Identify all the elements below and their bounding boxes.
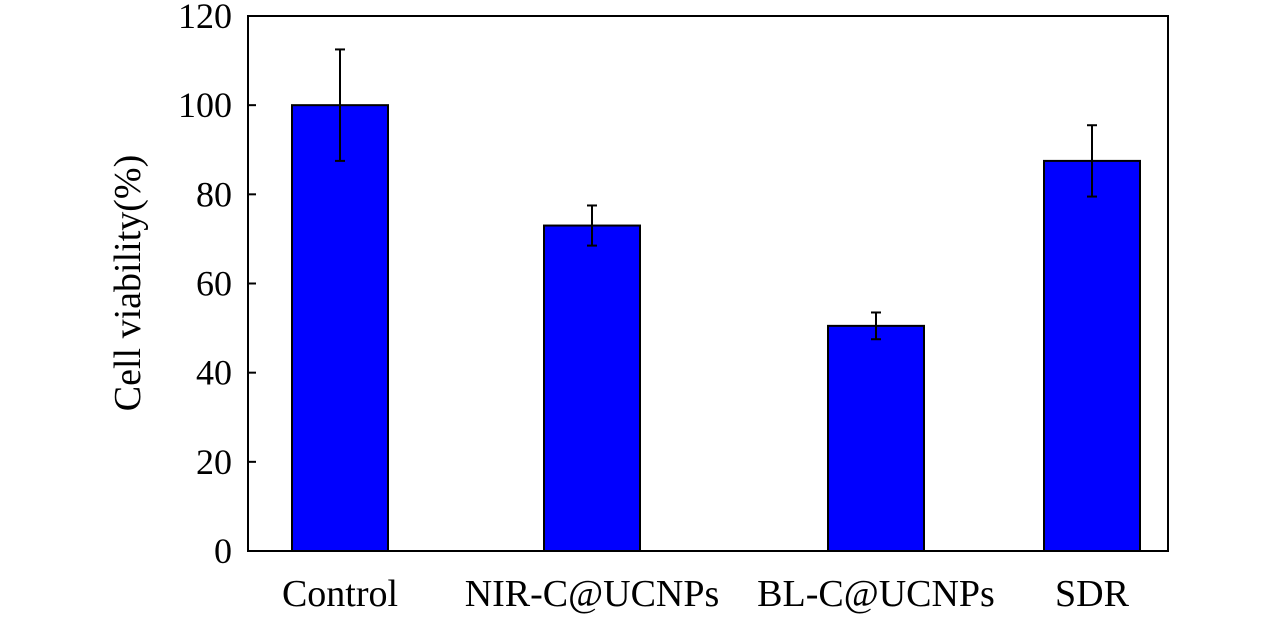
- bar-1: [543, 224, 641, 553]
- error-bar-1: [587, 204, 597, 247]
- bar-3: [1043, 159, 1141, 552]
- y-axis-title: Cell viability(%): [107, 155, 149, 411]
- bar-2: [827, 324, 925, 552]
- x-category-label-3: SDR: [1055, 573, 1130, 615]
- bar-0: [291, 104, 389, 553]
- x-axis-categories: Control NIR-C@UCNPs BL-C@UCNPs SDR: [282, 573, 1130, 615]
- y-tick-label-4: 80: [196, 174, 232, 214]
- x-category-label-0: Control: [282, 573, 398, 615]
- x-category-label-1: NIR-C@UCNPs: [465, 573, 720, 615]
- y-tick-label-2: 40: [196, 353, 232, 393]
- error-bars-layer: [335, 48, 1097, 341]
- bars-layer: [291, 104, 1141, 553]
- x-category-label-2: BL-C@UCNPs: [757, 573, 995, 615]
- error-bar-0: [335, 48, 345, 162]
- y-tick-label-6: 120: [178, 0, 232, 36]
- y-axis-ticks: 0 20 40 60 80 100 120: [178, 0, 256, 571]
- y-tick-label-1: 20: [196, 442, 232, 482]
- y-tick-label-5: 100: [178, 85, 232, 125]
- y-tick-label-3: 60: [196, 264, 232, 304]
- y-tick-label-0: 0: [214, 531, 232, 571]
- error-bar-3: [1087, 124, 1097, 198]
- error-bar-2: [871, 311, 881, 341]
